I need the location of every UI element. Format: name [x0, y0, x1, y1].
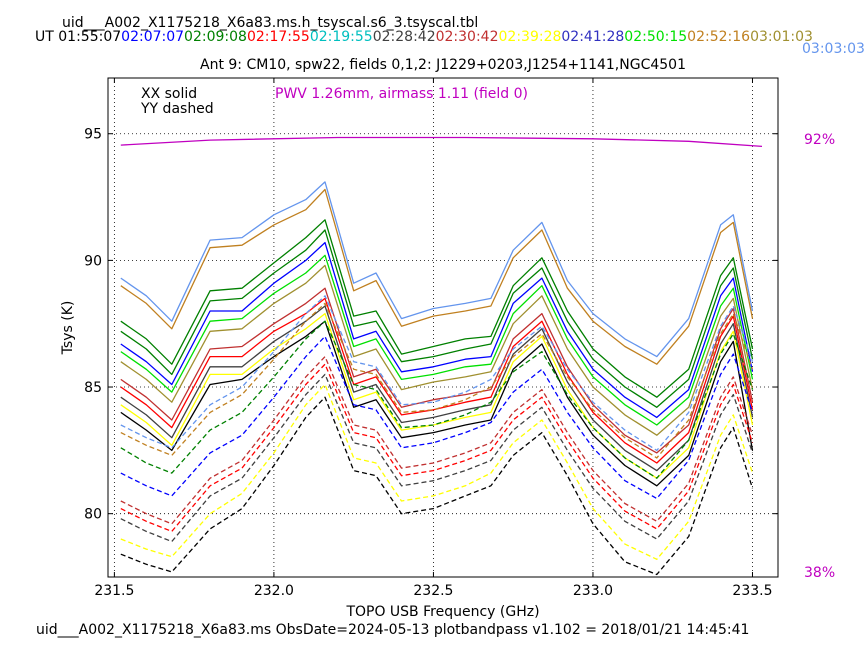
extra-ut-time: 03:03:03 — [802, 41, 864, 57]
series-4-solid — [120, 241, 754, 419]
file-title: uid___A002_X1175218_X6a83.ms.h_tsyscal.s… — [62, 15, 479, 31]
ut-time-2: 02:09:08 — [184, 29, 247, 45]
chart-title: Ant 9: CM10, spw22, fields 0,1,2: J1229+… — [200, 57, 686, 73]
series-3-solid — [120, 229, 754, 408]
series-layer — [120, 181, 754, 576]
grid-lines — [108, 78, 778, 577]
pwv-layer — [120, 136, 763, 148]
series-5-solid — [120, 254, 754, 426]
x-tick-label: 232.0 — [254, 583, 294, 599]
pwv-percent-bottom: 38% — [804, 565, 835, 581]
ut-time-0: 01:55:07 — [58, 29, 122, 45]
pwv-percent-top: 92% — [804, 132, 835, 148]
axis-ticks: 231.5 232.0 232.5 233.0 233.5 80 85 90 95 — [84, 78, 778, 599]
series-7-solid — [120, 287, 754, 454]
series-0-solid — [120, 181, 754, 358]
plot-frame — [107, 77, 779, 578]
ut-time-6: 02:30:42 — [435, 29, 499, 45]
ut-time-5: 02:28:42 — [372, 29, 436, 45]
series-15-dashed — [120, 335, 754, 500]
ut-prefix: UT — [35, 29, 54, 45]
y-axis-label: Tsys (K) — [60, 301, 76, 356]
ut-time-7: 02:39:28 — [498, 29, 562, 45]
x-tick-label: 232.5 — [413, 583, 453, 599]
series-17-dashed — [120, 363, 754, 533]
series-16-dashed — [120, 355, 754, 525]
series-6-solid — [120, 264, 754, 436]
series-14-dashed — [120, 320, 754, 479]
x-tick-label: 231.5 — [94, 583, 134, 599]
series-19-dashed — [120, 383, 754, 560]
series-20-dashed — [120, 396, 754, 576]
y-tick-label: 90 — [84, 253, 102, 269]
pwv-label: PWV 1.26mm, airmass 1.11 (field 0) — [275, 86, 528, 102]
ut-time-1: 02:07:07 — [121, 29, 185, 45]
x-tick-label: 233.0 — [573, 583, 613, 599]
legend-solid: XX solid — [141, 86, 197, 102]
series-10-solid — [120, 312, 754, 479]
series-9-solid — [120, 305, 754, 472]
series-13-dashed — [120, 302, 754, 459]
y-tick-label: 85 — [84, 380, 102, 396]
series-8-solid — [120, 297, 754, 464]
series-12-dashed — [120, 295, 754, 452]
y-tick-label: 80 — [84, 507, 102, 523]
ut-time-4: 02:19:55 — [309, 29, 373, 45]
series-18-dashed — [120, 373, 754, 543]
legend-dashed: YY dashed — [140, 101, 214, 117]
ut-time-3: 02:17:55 — [246, 29, 310, 45]
x-axis-label: TOPO USB Frequency (GHz) — [345, 604, 539, 620]
footer-text: uid___A002_X1175218_X6a83.ms ObsDate=202… — [36, 622, 750, 638]
x-tick-label: 233.5 — [732, 583, 772, 599]
series-11-solid — [120, 320, 754, 487]
ut-time-11: 03:01:03 — [750, 29, 813, 45]
y-tick-label: 95 — [84, 127, 102, 143]
series-2-solid — [120, 219, 754, 398]
ut-times-row: UT 01:55:0702:07:0702:09:0802:17:5502:19… — [35, 29, 813, 45]
pwv-line — [120, 136, 763, 148]
ut-time-8: 02:41:28 — [561, 29, 625, 45]
ut-time-10: 02:52:16 — [687, 29, 751, 45]
series-1-solid — [120, 188, 754, 365]
ut-time-9: 02:50:15 — [624, 29, 688, 45]
